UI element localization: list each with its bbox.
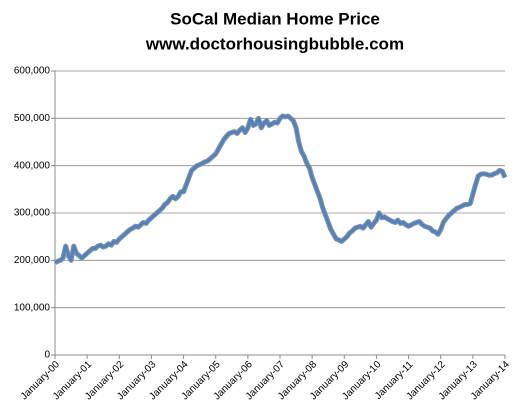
y-tick-label: 400,000 (14, 160, 51, 171)
y-tick-label: 200,000 (14, 255, 51, 266)
line-shadow (53, 113, 508, 265)
chart-subtitle: www.doctorhousingbubble.com (145, 34, 404, 53)
y-tick-label: 300,000 (14, 208, 51, 219)
chart-title: SoCal Median Home Price (170, 9, 380, 28)
y-tick-label: 100,000 (14, 302, 51, 313)
y-tick-label: 0 (44, 350, 50, 361)
line (54, 114, 507, 264)
y-tick-label: 500,000 (14, 113, 51, 124)
y-tick-label: 600,000 (14, 66, 51, 77)
